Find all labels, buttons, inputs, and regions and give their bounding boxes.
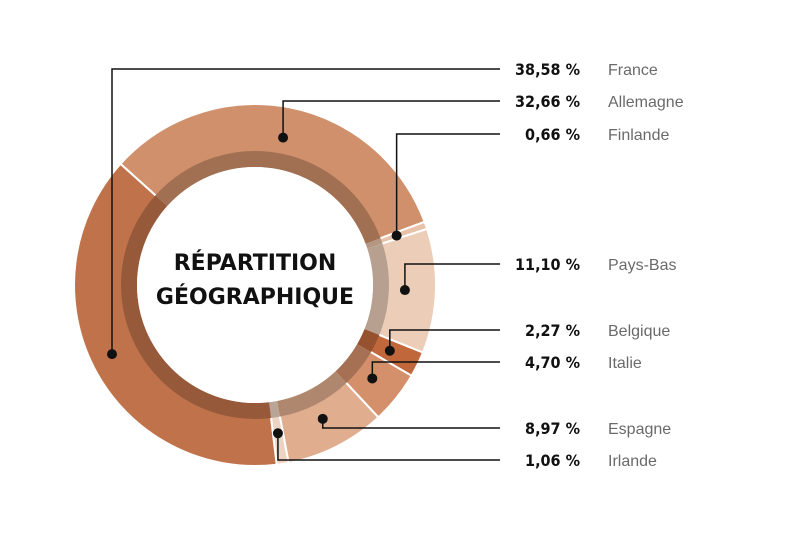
leader-dot-espagne bbox=[317, 413, 328, 424]
leader-line-france bbox=[111, 68, 500, 355]
slice-band-belgique bbox=[357, 329, 380, 353]
leader-dot-pays-bas bbox=[399, 285, 410, 296]
slice-labels: 38,58 % France 32,66 % Allemagne 0,66 % Finla… bbox=[515, 60, 684, 470]
slice-percent-irlande: 1,06 % bbox=[525, 451, 580, 470]
leader-line-italie bbox=[371, 361, 500, 379]
leader-dot-irlande bbox=[272, 428, 283, 439]
slice-band-espagne bbox=[276, 371, 347, 417]
leader-line-belgique bbox=[389, 329, 500, 351]
slice-percent-finlande: 0,66 % bbox=[525, 125, 580, 144]
slice-band-irlande bbox=[269, 400, 280, 419]
chart-title-line-1: RÉPARTITION bbox=[174, 250, 337, 276]
slice-name-finlande: Finlande bbox=[608, 127, 669, 144]
leader-line-allemagne bbox=[282, 100, 500, 138]
slice-percent-pays-bas: 11,10 % bbox=[515, 255, 580, 274]
slice-band-italie bbox=[335, 344, 371, 384]
slice-band-pays-bas bbox=[364, 243, 389, 336]
slice-name-france: France bbox=[608, 62, 658, 79]
leader-dot-allemagne bbox=[278, 132, 289, 143]
slice-percent-allemagne: 32,66 % bbox=[515, 92, 580, 111]
slice-name-italie: Italie bbox=[608, 355, 642, 372]
slice-percent-italie: 4,70 % bbox=[525, 353, 580, 372]
slice-name-pays-bas: Pays-Bas bbox=[608, 257, 676, 274]
leader-dot-finlande bbox=[391, 230, 402, 241]
leader-lines bbox=[107, 68, 500, 461]
slice-name-belgique: Belgique bbox=[608, 323, 670, 340]
leader-line-pays-bas bbox=[404, 263, 500, 291]
slice-band-france bbox=[120, 195, 272, 419]
leader-dot-belgique bbox=[384, 345, 395, 356]
slice-name-allemagne: Allemagne bbox=[608, 94, 684, 111]
slice-percent-france: 38,58 % bbox=[515, 60, 580, 79]
slice-percent-belgique: 2,27 % bbox=[525, 321, 580, 340]
slice-name-espagne: Espagne bbox=[608, 421, 671, 438]
leader-line-irlande bbox=[277, 433, 500, 461]
donut-hole bbox=[137, 167, 373, 403]
inner-shadow-band bbox=[120, 151, 389, 419]
leader-dot-france bbox=[107, 349, 117, 360]
chart-title-line-2: GÉOGRAPHIQUE bbox=[156, 284, 354, 310]
leader-line-finlande bbox=[395, 133, 500, 236]
slice-band-allemagne bbox=[155, 151, 381, 244]
slice-percent-espagne: 8,97 % bbox=[525, 419, 580, 438]
slice-name-irlande: Irlande bbox=[608, 453, 657, 470]
slice-band-finlande bbox=[365, 238, 383, 249]
leader-dot-italie bbox=[367, 373, 378, 384]
